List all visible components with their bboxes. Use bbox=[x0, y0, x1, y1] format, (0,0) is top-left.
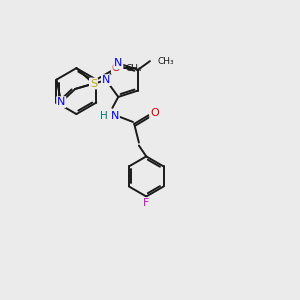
Text: N: N bbox=[57, 97, 65, 107]
Text: O: O bbox=[150, 108, 159, 118]
Text: S: S bbox=[90, 79, 97, 88]
Text: N: N bbox=[102, 75, 110, 85]
Text: N: N bbox=[114, 58, 122, 68]
Text: F: F bbox=[143, 198, 149, 208]
Text: CH₃: CH₃ bbox=[157, 57, 174, 66]
Text: H: H bbox=[100, 111, 108, 121]
Text: O: O bbox=[112, 63, 121, 73]
Text: CH₃: CH₃ bbox=[125, 64, 142, 73]
Text: N: N bbox=[111, 111, 119, 121]
